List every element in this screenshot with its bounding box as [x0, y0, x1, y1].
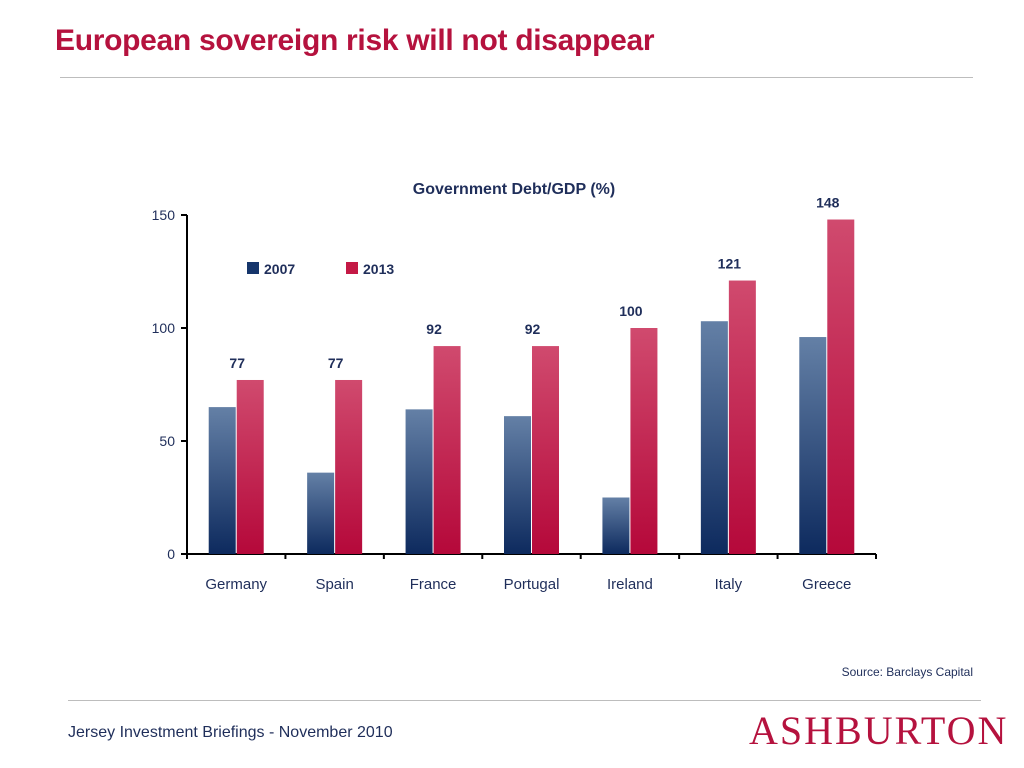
x-tick-label: Spain — [315, 576, 353, 593]
legend-swatch-2007 — [247, 262, 259, 274]
x-tick-label: Portugal — [504, 576, 560, 593]
legend-label-2013: 2013 — [363, 261, 394, 277]
legend-label-2007: 2007 — [264, 261, 295, 277]
bar-2013-portugal — [532, 346, 559, 554]
footer-divider — [68, 700, 981, 701]
bar-2013-germany — [236, 379, 264, 554]
x-tick-label: Greece — [802, 576, 851, 593]
bar-2007-germany — [208, 407, 236, 554]
bar-2007-italy — [700, 321, 728, 554]
title-divider — [60, 77, 973, 78]
data-label-2013: 92 — [525, 321, 541, 337]
bar-2007-portugal — [504, 416, 531, 554]
ashburton-logo: ASHBURTON — [749, 708, 1009, 753]
y-tick-label: 100 — [152, 320, 176, 336]
bar-2007-france — [405, 409, 433, 554]
x-tick-label: France — [410, 576, 457, 593]
debt-gdp-chart: Government Debt/GDP (%) 0 50 100 150 77 Germ… — [152, 181, 877, 593]
footer-text: Jersey Investment Briefings - November 2… — [68, 724, 393, 741]
x-tick-label: Ireland — [607, 576, 653, 593]
source-note: Source: Barclays Capital — [841, 665, 973, 679]
chart-title: Government Debt/GDP (%) — [413, 181, 615, 198]
data-label-2013: 92 — [426, 321, 442, 337]
y-tick-label: 50 — [159, 433, 175, 449]
slide-title: European sovereign risk will not disappe… — [55, 24, 655, 57]
legend-swatch-2013 — [346, 262, 358, 274]
y-tick-label: 150 — [152, 207, 176, 223]
data-label-2013: 148 — [816, 195, 840, 211]
bar-2013-greece — [827, 219, 855, 554]
bar-2007-ireland — [602, 497, 630, 554]
data-label-2013: 100 — [619, 303, 643, 319]
bar-2013-france — [433, 346, 461, 554]
bar-2007-spain — [307, 472, 335, 554]
bar-2013-italy — [728, 280, 756, 554]
y-tick-label: 0 — [167, 546, 175, 562]
bar-2013-spain — [335, 379, 363, 554]
data-label-2013: 121 — [718, 256, 742, 272]
x-tick-label: Germany — [205, 576, 267, 593]
x-tick-label: Italy — [715, 576, 743, 593]
data-label-2013: 77 — [229, 355, 245, 371]
data-label-2013: 77 — [328, 355, 344, 371]
bar-2007-greece — [799, 337, 827, 554]
bar-2013-ireland — [630, 328, 658, 554]
